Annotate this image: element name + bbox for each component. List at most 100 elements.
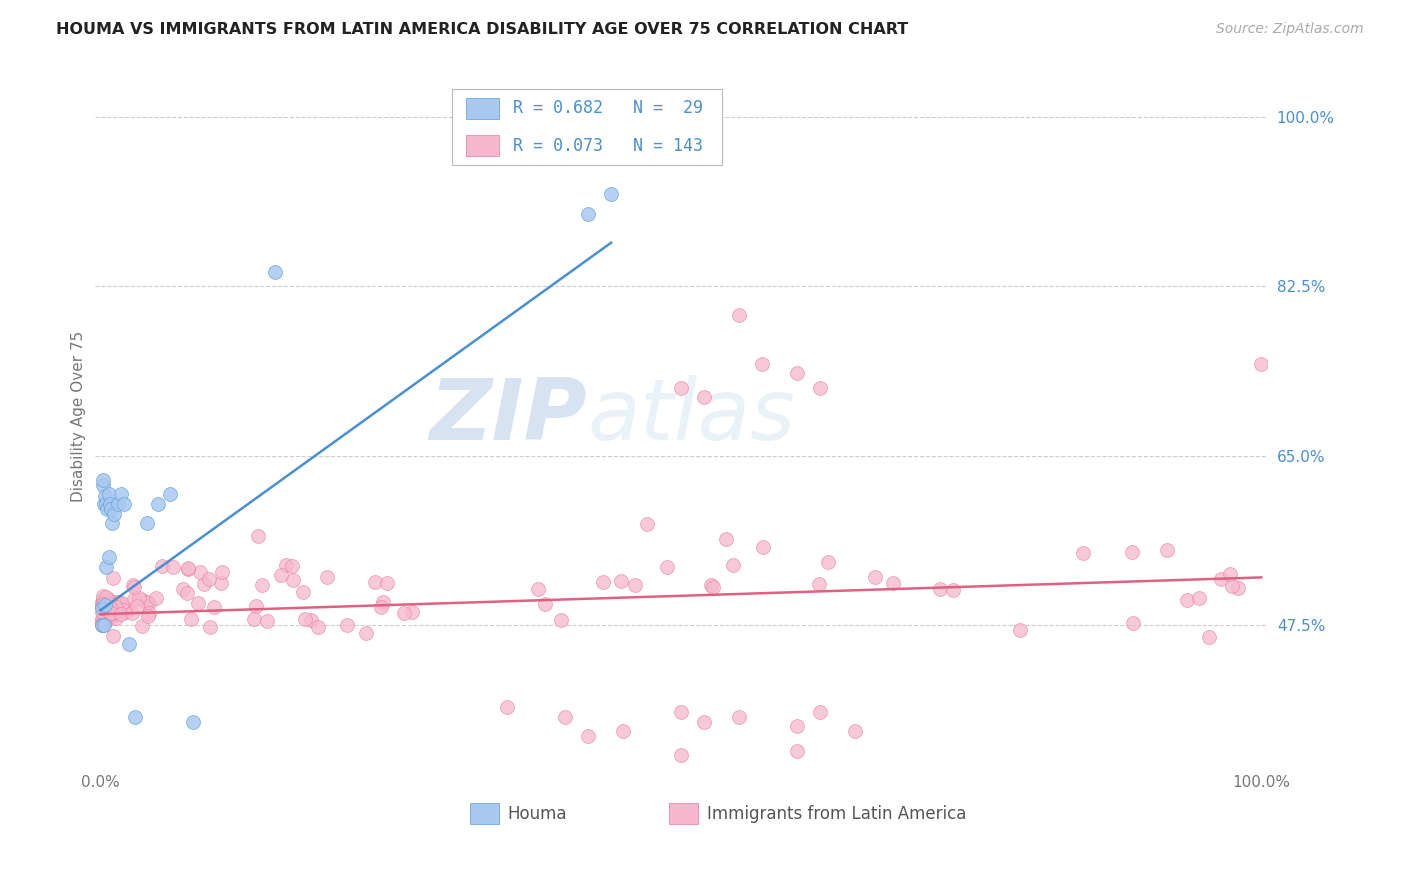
Point bbox=[91, 477, 114, 491]
Point bbox=[882, 575, 904, 590]
Point bbox=[93, 617, 115, 632]
Point bbox=[721, 558, 744, 573]
Point bbox=[90, 601, 112, 615]
Point bbox=[101, 516, 124, 531]
Point bbox=[118, 637, 141, 651]
Point bbox=[752, 540, 775, 554]
Point bbox=[527, 582, 550, 596]
Point bbox=[138, 606, 160, 620]
Point bbox=[256, 614, 278, 628]
Point bbox=[101, 571, 124, 585]
Point bbox=[91, 592, 114, 607]
Point bbox=[702, 580, 724, 594]
Point bbox=[693, 714, 716, 729]
Point bbox=[600, 187, 623, 202]
Text: atlas: atlas bbox=[588, 376, 794, 458]
Point bbox=[131, 618, 153, 632]
FancyBboxPatch shape bbox=[470, 804, 499, 824]
Text: R = 0.682   N =  29: R = 0.682 N = 29 bbox=[513, 99, 703, 117]
Point bbox=[100, 607, 122, 621]
Point bbox=[177, 561, 200, 575]
Point bbox=[94, 613, 117, 627]
Point bbox=[364, 574, 387, 589]
Point bbox=[101, 608, 124, 623]
Point bbox=[281, 558, 304, 573]
Point bbox=[610, 574, 633, 588]
Point bbox=[176, 586, 198, 600]
Point bbox=[1188, 591, 1211, 606]
Point bbox=[131, 593, 153, 607]
Point bbox=[714, 532, 737, 546]
Point bbox=[669, 381, 692, 395]
Point bbox=[865, 570, 887, 584]
Point bbox=[576, 207, 599, 221]
Point bbox=[122, 578, 145, 592]
Point bbox=[187, 596, 209, 610]
Point bbox=[91, 473, 114, 487]
Point bbox=[124, 710, 146, 724]
Point bbox=[112, 603, 135, 617]
Text: Source: ZipAtlas.com: Source: ZipAtlas.com bbox=[1216, 22, 1364, 37]
Point bbox=[107, 497, 129, 511]
Point bbox=[90, 599, 112, 613]
Point bbox=[100, 601, 122, 615]
Point bbox=[101, 598, 124, 612]
Point bbox=[495, 700, 517, 714]
Point bbox=[104, 600, 127, 615]
Point bbox=[90, 617, 112, 632]
Point bbox=[94, 590, 117, 604]
Point bbox=[98, 607, 121, 622]
Point bbox=[96, 497, 118, 511]
Text: R = 0.073   N = 143: R = 0.073 N = 143 bbox=[513, 136, 703, 155]
Point bbox=[159, 487, 181, 501]
Point bbox=[299, 613, 322, 627]
FancyBboxPatch shape bbox=[453, 89, 721, 165]
Point bbox=[91, 616, 114, 631]
Point bbox=[97, 596, 120, 610]
Point bbox=[150, 559, 173, 574]
Point bbox=[138, 596, 160, 610]
Point bbox=[316, 570, 339, 584]
Point bbox=[93, 589, 115, 603]
Point bbox=[198, 620, 221, 634]
Point bbox=[94, 605, 117, 619]
Point bbox=[550, 613, 572, 627]
Point bbox=[576, 729, 599, 743]
Point bbox=[209, 575, 232, 590]
Point bbox=[176, 562, 198, 576]
Point bbox=[1219, 567, 1241, 582]
Point bbox=[100, 501, 122, 516]
Point bbox=[112, 497, 135, 511]
Point bbox=[808, 381, 831, 395]
Point bbox=[91, 597, 114, 611]
FancyBboxPatch shape bbox=[467, 136, 499, 156]
Point bbox=[808, 577, 831, 591]
Point bbox=[91, 604, 114, 618]
Point bbox=[121, 606, 143, 620]
Point bbox=[105, 611, 128, 625]
Point bbox=[554, 710, 576, 724]
Point bbox=[786, 719, 808, 733]
Point bbox=[96, 559, 118, 574]
Point bbox=[107, 595, 129, 609]
Point bbox=[370, 600, 392, 615]
Point bbox=[148, 497, 170, 511]
Point bbox=[96, 501, 118, 516]
Point bbox=[145, 591, 167, 605]
Point bbox=[127, 599, 149, 613]
Point bbox=[114, 605, 136, 619]
FancyBboxPatch shape bbox=[669, 804, 699, 824]
Point bbox=[172, 582, 194, 597]
Point bbox=[110, 607, 132, 621]
Point bbox=[91, 600, 114, 615]
Point bbox=[401, 605, 423, 619]
Point bbox=[624, 577, 647, 591]
Point bbox=[90, 612, 112, 626]
Text: HOUMA VS IMMIGRANTS FROM LATIN AMERICA DISABILITY AGE OVER 75 CORRELATION CHART: HOUMA VS IMMIGRANTS FROM LATIN AMERICA D… bbox=[56, 22, 908, 37]
Point bbox=[103, 507, 125, 521]
Point bbox=[100, 607, 122, 622]
Point bbox=[250, 578, 273, 592]
Point bbox=[817, 555, 839, 569]
Point bbox=[91, 612, 114, 626]
Point bbox=[122, 592, 145, 607]
